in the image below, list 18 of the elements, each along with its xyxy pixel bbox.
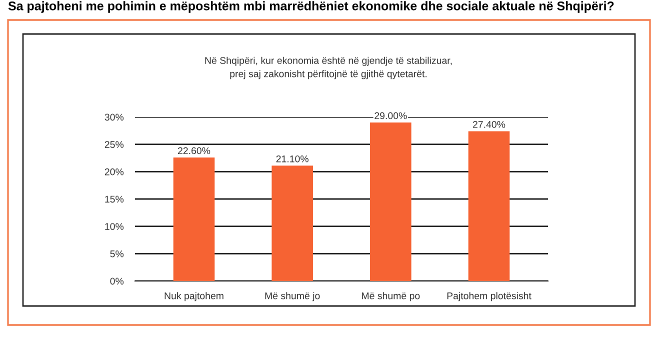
chart-subtitle: Në Shqipëri, kur ekonomia është në gjendje të stabilizuar, prej saj zakonisht përfitojnë të gjithë qytetarët. (205, 56, 452, 80)
y-tick-label: 30% (104, 114, 124, 121)
x-tick-label: Nuk pajtohem (164, 292, 224, 302)
y-tick-label: 20% (104, 168, 124, 176)
x-tick-label: Më shumë po (362, 292, 420, 302)
y-tick-label: 15% (105, 196, 124, 203)
x-tick-label: Më shumë jo (265, 292, 320, 302)
chart-title: Sa pajtoheni me pohimin e mëposhtëm mbi marrëdhëniet ekonomike dhe sociale aktuale në Shqipëri? (8, 1, 614, 13)
bar (370, 122, 412, 281)
data-label: 27.40% (473, 121, 506, 128)
y-tick-label: 25% (104, 141, 124, 148)
data-label: 22.60% (178, 147, 210, 154)
y-tick-label: 0% (110, 278, 124, 285)
y-tick-label: 10% (105, 223, 124, 230)
y-tick-label: 5% (110, 250, 124, 258)
x-tick-label: Pajtohem plotësisht (447, 292, 532, 302)
data-label: 21.10% (276, 155, 308, 162)
data-label: 29.00% (374, 112, 407, 120)
